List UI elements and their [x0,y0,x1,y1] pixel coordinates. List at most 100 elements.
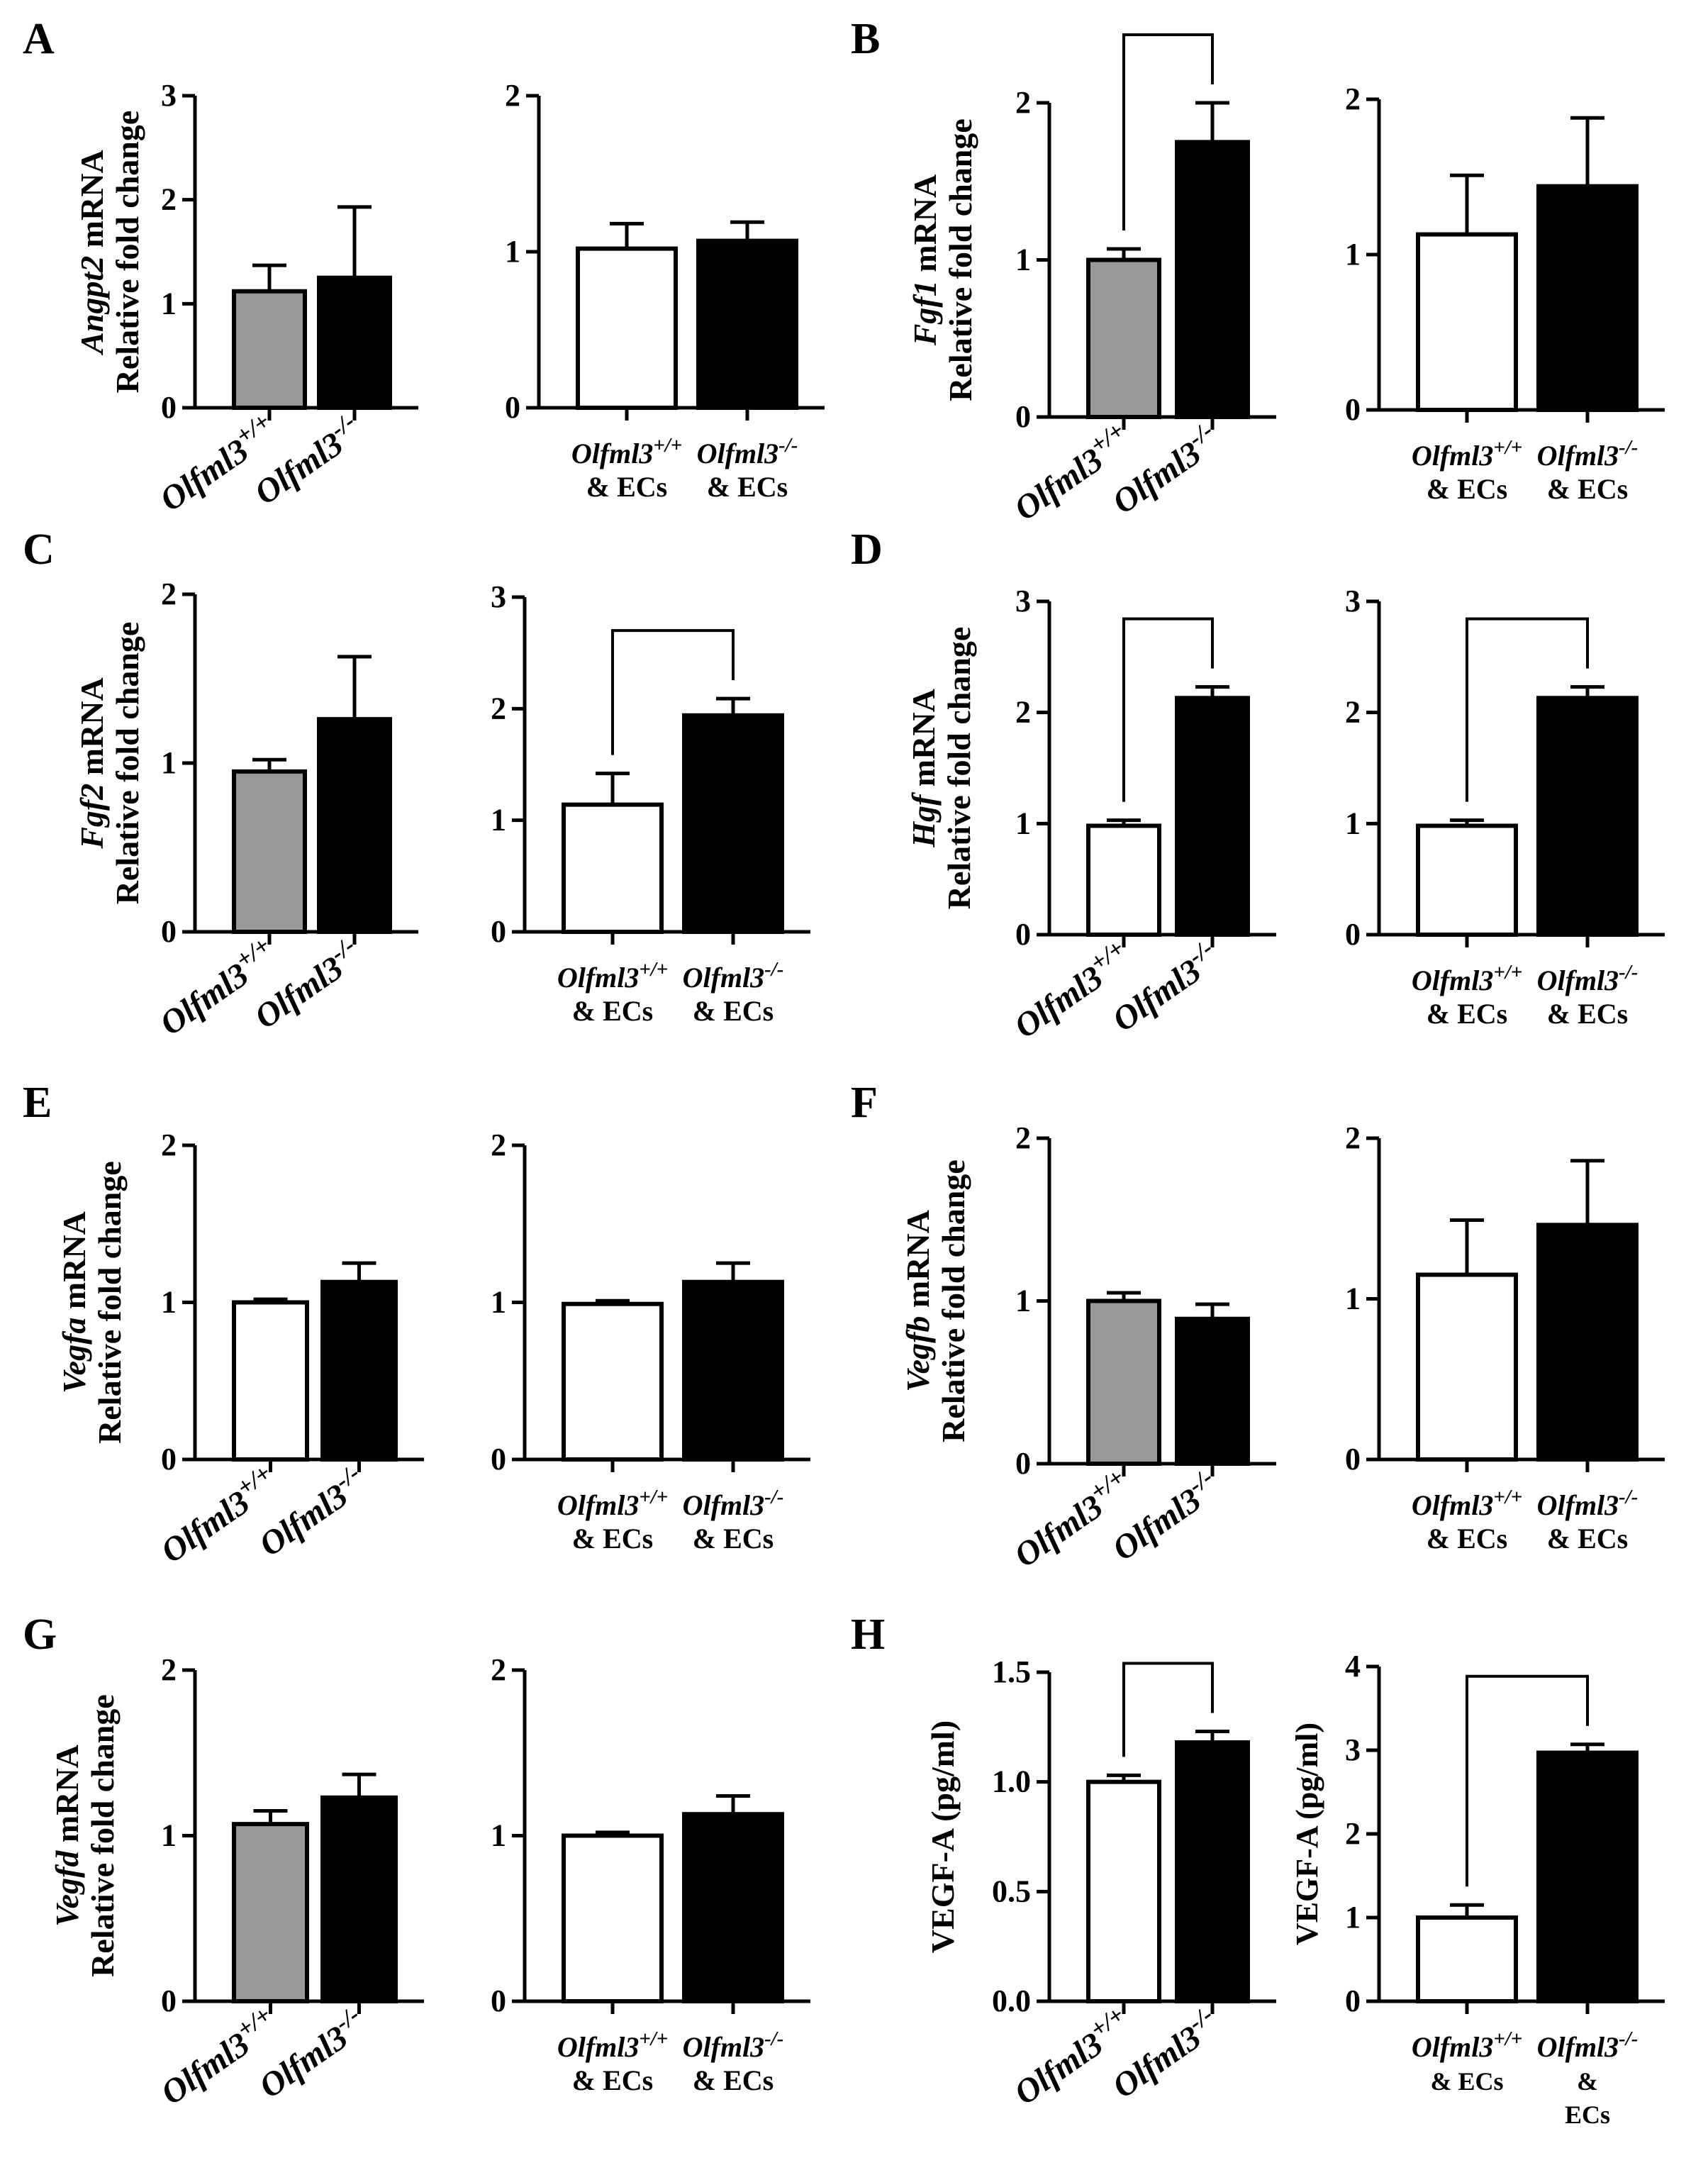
bar-wt [232,1822,309,2004]
y-axis-label-line1: VEGF-A (pg/ml) [1290,1723,1324,1945]
y-tick-label: 1 [1345,806,1361,840]
y-tick-label: 0 [1345,917,1361,952]
y-tick-label: 0 [1015,399,1031,434]
panel-letter-G: G [23,1611,57,1659]
x-category-label: Olfml3+/+ [557,1486,668,1521]
y-tick-label: 0 [491,914,506,949]
y-tick-label: 0.5 [992,1874,1031,1908]
y-tick-label: 2 [1345,82,1361,116]
x-category-label: Olfml3+/+ [557,2027,668,2063]
x-category-label-line2: & ECs [1430,2067,1503,2096]
y-axis-label-line2: Relative fold change [941,627,977,910]
significance-bracket [1122,1662,1214,1757]
panel-letter-E: E [23,1079,52,1127]
significance-bracket [1466,617,1589,802]
bar-ko [317,275,392,410]
x-category-label-line2: & ECs [693,2064,774,2096]
y-tick-label: 0 [161,1984,177,2018]
y-axis-label-line1: Vegfa mRNA [56,1211,92,1394]
panel-letter-A: A [23,15,55,63]
bar-ko [320,1279,398,1462]
y-tick-label: 1 [505,234,520,269]
bar-wt [1416,823,1518,938]
y-tick-label: 0 [1015,917,1031,952]
y-tick-label: 4 [1345,1649,1361,1684]
y-axis-label-line1: Angpt2 mRNA [74,150,110,356]
y-axis-label-line1: VEGF-A (pg/ml) [925,1720,961,1953]
y-tick-label: 0 [161,390,177,425]
y-tick-label: 1 [161,745,177,780]
y-tick-label: 0 [1345,1984,1361,2018]
y-tick-label: 2 [1015,695,1031,730]
y-tick-label: 1 [1345,1281,1361,1316]
x-category-label: Olfml3+/+ [1412,961,1522,996]
y-axis-label-line1: Fgf2 mRNA [74,677,110,849]
y-tick-label: 3 [1345,1732,1361,1767]
bar-wt [562,1301,664,1462]
y-tick-label: 1 [1015,243,1031,277]
y-tick-label: 2 [161,1652,177,1687]
y-tick-label: 2 [1015,85,1031,120]
y-tick-label: 3 [1015,584,1031,618]
significance-bracket [611,629,735,755]
x-category-label: Olfml3-/- [1537,961,1639,996]
panel-letter-B: B [851,15,880,63]
y-axis-label-line2: Relative fold change [109,622,145,905]
y-tick-label: 2 [1345,1816,1361,1851]
significance-bracket [1466,1674,1589,1887]
y-tick-label: 2 [491,691,506,725]
y-tick-label: 1 [1345,1900,1361,1935]
x-category-label: Olfml3-/- [1537,436,1639,472]
y-axis-label-line1: Fgf1 mRNA [907,174,943,346]
chart-H-right: 0 1 2 3 4 Olfml3+/+ & ECs Olfml3-/- & ECs [1345,1649,1665,2129]
y-tick-label: 2 [1345,1120,1361,1155]
y-tick-label: 2 [505,78,520,113]
y-tick-label: 1 [491,1285,506,1320]
x-category-label: Olfml3-/- [683,2027,784,2063]
x-category-label-line2: & ECs [1547,473,1628,505]
significance-bracket [1122,33,1214,230]
y-tick-label: 2 [161,182,177,217]
bar-ko [682,1279,784,1462]
x-category-label: Olfml3-/- [1537,2027,1639,2063]
x-category-label-line2: & ECs [1427,1523,1507,1554]
x-category-label-line2: & ECs [572,2064,653,2096]
y-tick-label: 1.0 [992,1764,1031,1799]
x-category-label-line2: & ECs [693,995,774,1027]
y-tick-label: 3 [1345,584,1361,618]
y-tick-label: 0 [1345,392,1361,427]
bar-wt [232,289,307,410]
y-tick-label: 1 [1015,806,1031,840]
x-category-label-line2: & ECs [707,471,788,503]
y-axis-label-line2: Relative fold change [942,118,978,401]
y-tick-label: 2 [491,1652,506,1687]
bar-ko [320,1795,398,2003]
panel-letter-F: F [851,1079,878,1127]
y-tick-label: 1 [1015,1284,1031,1318]
bar-ko [1175,1740,1250,2003]
x-category-label-line2: & ECs [1427,998,1507,1030]
significance-bracket [1122,617,1214,802]
x-category-label: Olfml3-/- [697,434,798,469]
bar-wt [1086,1298,1161,1466]
y-axis-label-line1: Vegfb mRNA [900,1210,936,1392]
x-category-label: Olfml3-/- [683,958,784,994]
panel-letter-H: H [851,1611,885,1659]
bar-ko [317,717,392,934]
y-tick-label: 0 [161,914,177,949]
y-tick-label: 0 [491,1442,506,1476]
y-tick-label: 1 [161,1285,177,1320]
x-category-label-line2: & ECs [572,995,653,1027]
x-category-label: Olfml3+/+ [571,434,682,469]
bar-wt [1416,232,1518,412]
y-axis-label-line1: Hgf mRNA [905,689,942,848]
